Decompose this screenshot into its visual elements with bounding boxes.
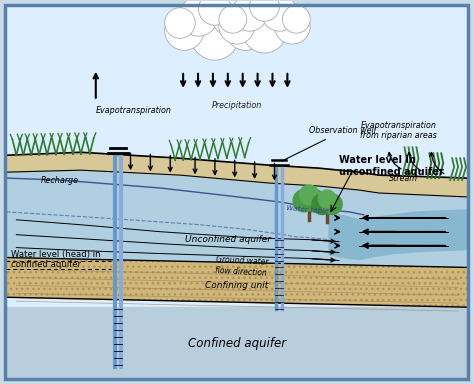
Circle shape	[235, 8, 265, 38]
Circle shape	[179, 0, 218, 36]
Text: Water level (head) in
confined aquifer: Water level (head) in confined aquifer	[11, 250, 101, 269]
Text: Unconfined aquifer: Unconfined aquifer	[185, 235, 271, 244]
Text: Evapotranspiration: Evapotranspiration	[96, 106, 172, 115]
Text: Confined aquifer: Confined aquifer	[188, 338, 286, 350]
Circle shape	[322, 194, 342, 215]
Text: Precipitation: Precipitation	[211, 101, 262, 110]
Circle shape	[250, 0, 280, 21]
Circle shape	[211, 0, 251, 36]
Circle shape	[312, 194, 332, 215]
Circle shape	[199, 0, 231, 25]
Text: Evapotranspiration
from riparian areas: Evapotranspiration from riparian areas	[360, 121, 437, 140]
Bar	[7, 307, 467, 377]
Circle shape	[293, 190, 315, 212]
Text: Recharge: Recharge	[41, 175, 79, 185]
Text: Observation well: Observation well	[282, 126, 376, 161]
Circle shape	[219, 8, 255, 44]
Circle shape	[262, 0, 297, 31]
Circle shape	[219, 5, 246, 33]
Circle shape	[303, 190, 325, 212]
Polygon shape	[7, 152, 468, 197]
Text: Stream: Stream	[389, 174, 418, 183]
Text: Confining unit: Confining unit	[205, 281, 268, 290]
Circle shape	[300, 185, 319, 205]
Polygon shape	[7, 258, 468, 307]
Circle shape	[283, 5, 310, 33]
Circle shape	[191, 12, 239, 60]
Polygon shape	[7, 170, 468, 267]
Circle shape	[243, 9, 286, 53]
Polygon shape	[329, 210, 468, 260]
Text: Water level in
unconfined aquifer: Water level in unconfined aquifer	[339, 155, 444, 177]
Circle shape	[164, 8, 195, 38]
Text: Water table: Water table	[286, 205, 329, 215]
Circle shape	[164, 11, 204, 50]
Circle shape	[226, 11, 265, 50]
Text: Ground water
flow direction: Ground water flow direction	[215, 255, 268, 278]
Circle shape	[274, 8, 310, 44]
Circle shape	[232, 0, 267, 31]
Circle shape	[318, 190, 336, 208]
